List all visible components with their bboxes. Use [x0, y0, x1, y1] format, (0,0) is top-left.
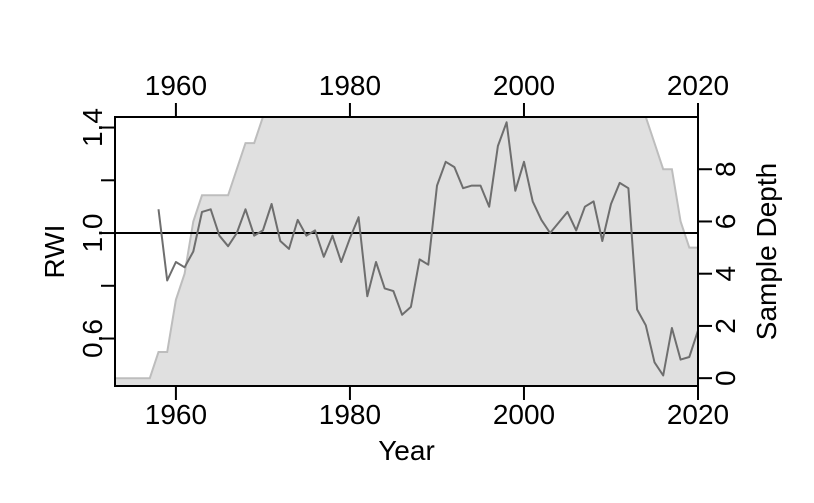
- plot-frame: [114, 116, 699, 387]
- x-tick-label-top: 2020: [667, 70, 729, 101]
- y-tick-label-right: 8: [710, 161, 741, 177]
- x-tick-label-bottom: 2020: [667, 399, 729, 430]
- y-tick-label-right: 4: [710, 266, 741, 282]
- x-tick-label-bottom: 2000: [493, 399, 555, 430]
- right-y-axis-label: Sample Depth: [751, 163, 782, 340]
- y-tick-label-right: 2: [710, 318, 741, 334]
- x-axis-label: Year: [378, 435, 435, 466]
- left-y-axis-label: RWI: [39, 225, 70, 279]
- x-tick-label-top: 1980: [319, 70, 381, 101]
- y-tick-label-left: 0.6: [77, 319, 108, 358]
- x-tick-label-top: 2000: [493, 70, 555, 101]
- y-tick-label-right: 0: [710, 370, 741, 386]
- y-tick-label-right: 6: [710, 214, 741, 230]
- x-tick-label-top: 1960: [145, 70, 207, 101]
- rwi-line-layer: [157, 121, 699, 377]
- rwi-series-line: [157, 121, 699, 377]
- ticks-layer: 1960 1960 1980 1980 2000 2000 2020 2020 0.6 1.0 1.…: [77, 70, 741, 430]
- x-tick-label-bottom: 1980: [319, 399, 381, 430]
- sample-depth-area-layer: [114, 116, 699, 387]
- y-tick-label-left: 1.0: [77, 214, 108, 253]
- x-tick-label-bottom: 1960: [145, 399, 207, 430]
- y-tick-label-left: 1.4: [77, 108, 108, 147]
- sample-depth-area: [114, 116, 699, 387]
